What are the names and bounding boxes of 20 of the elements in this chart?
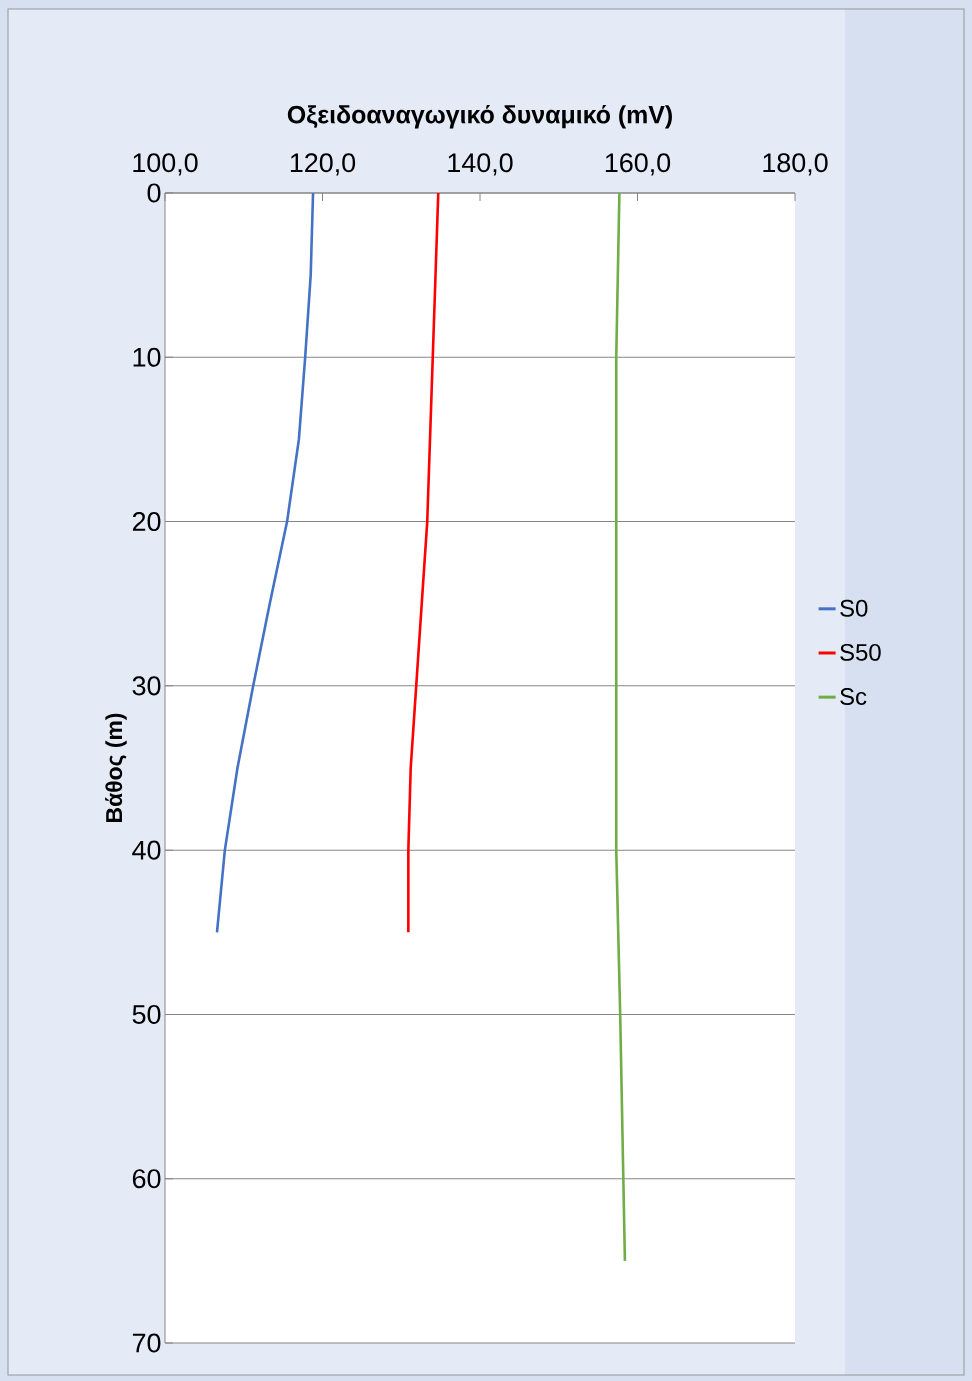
y-tick-label: 70: [132, 1333, 161, 1353]
y-tick-label: 40: [132, 840, 161, 860]
x-tick-label: 160,0: [605, 153, 671, 176]
legend-label: Sc: [840, 688, 867, 705]
y-tick-label: 50: [132, 1004, 161, 1024]
x-tick-label: 180,0: [763, 153, 828, 176]
y-tick-label: 60: [132, 1169, 161, 1189]
legend-label: S50: [840, 643, 881, 661]
x-tick-label: 120,0: [290, 153, 356, 176]
y-tick-label: 10: [133, 347, 161, 367]
y-tick-label: 20: [132, 512, 161, 532]
y-tick-label: 0: [147, 183, 161, 203]
line-series: [215, 192, 315, 934]
x-tick-label: 140,0: [448, 153, 513, 176]
legend-label: S0: [840, 599, 868, 617]
x-tick-label: 100,0: [133, 153, 198, 176]
line-series: [407, 192, 440, 934]
y-axis-title: Βάθος (m): [105, 713, 127, 822]
y-tick-label: 30: [132, 676, 161, 696]
x-axis-title: Οξειδοαναγωγικό δυναμικό (mV): [287, 104, 672, 129]
